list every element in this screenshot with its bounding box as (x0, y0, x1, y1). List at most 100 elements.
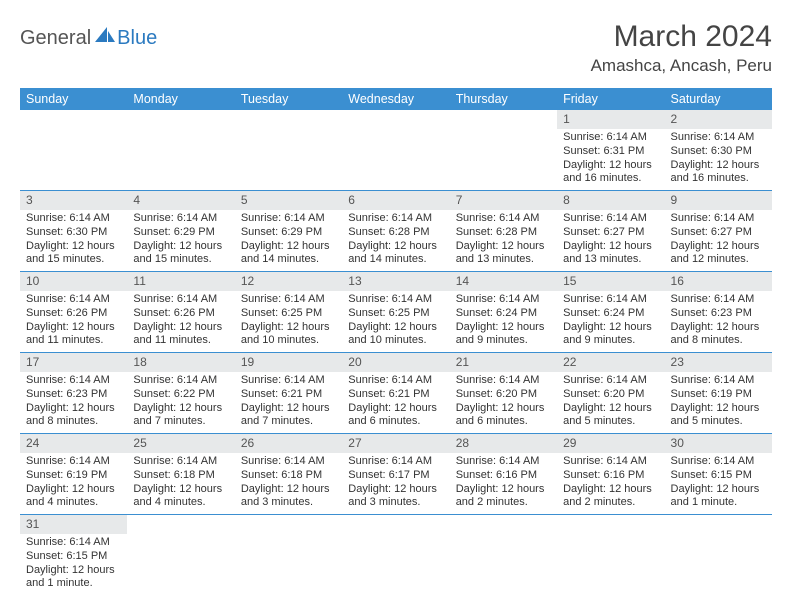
day-body: Sunrise: 6:14 AMSunset: 6:30 PMDaylight:… (20, 210, 127, 271)
sunset-text: Sunset: 6:28 PM (456, 226, 551, 240)
day-body: Sunrise: 6:14 AMSunset: 6:22 PMDaylight:… (127, 372, 234, 433)
daylight-text-2: and 16 minutes. (563, 172, 658, 186)
sunset-text: Sunset: 6:15 PM (671, 469, 766, 483)
daylight-text-2: and 15 minutes. (26, 253, 121, 267)
daylight-text-1: Daylight: 12 hours (241, 402, 336, 416)
sunset-text: Sunset: 6:20 PM (456, 388, 551, 402)
day-number: 7 (450, 191, 557, 210)
sunrise-text: Sunrise: 6:14 AM (348, 293, 443, 307)
day-body: Sunrise: 6:14 AMSunset: 6:19 PMDaylight:… (665, 372, 772, 433)
day-number: 19 (235, 353, 342, 372)
sunrise-text: Sunrise: 6:14 AM (671, 374, 766, 388)
daylight-text-1: Daylight: 12 hours (133, 240, 228, 254)
daylight-text-1: Daylight: 12 hours (26, 240, 121, 254)
calendar-day-cell: 3Sunrise: 6:14 AMSunset: 6:30 PMDaylight… (20, 191, 127, 272)
day-number: 1 (557, 110, 664, 129)
sunset-text: Sunset: 6:27 PM (671, 226, 766, 240)
day-body: Sunrise: 6:14 AMSunset: 6:16 PMDaylight:… (450, 453, 557, 514)
calendar-day-cell: 31Sunrise: 6:14 AMSunset: 6:15 PMDayligh… (20, 515, 127, 596)
daylight-text-1: Daylight: 12 hours (563, 321, 658, 335)
calendar-day-cell: 26Sunrise: 6:14 AMSunset: 6:18 PMDayligh… (235, 434, 342, 515)
day-body: Sunrise: 6:14 AMSunset: 6:21 PMDaylight:… (342, 372, 449, 433)
day-body: Sunrise: 6:14 AMSunset: 6:25 PMDaylight:… (342, 291, 449, 352)
day-number (342, 110, 449, 129)
day-body: Sunrise: 6:14 AMSunset: 6:18 PMDaylight:… (127, 453, 234, 514)
calendar-day-cell: 4Sunrise: 6:14 AMSunset: 6:29 PMDaylight… (127, 191, 234, 272)
sunset-text: Sunset: 6:29 PM (133, 226, 228, 240)
calendar-day-cell: 8Sunrise: 6:14 AMSunset: 6:27 PMDaylight… (557, 191, 664, 272)
calendar-day-cell: 24Sunrise: 6:14 AMSunset: 6:19 PMDayligh… (20, 434, 127, 515)
daylight-text-2: and 15 minutes. (133, 253, 228, 267)
daylight-text-1: Daylight: 12 hours (133, 483, 228, 497)
daylight-text-2: and 6 minutes. (348, 415, 443, 429)
calendar-week-row: 10Sunrise: 6:14 AMSunset: 6:26 PMDayligh… (20, 272, 772, 353)
calendar-day-cell: 18Sunrise: 6:14 AMSunset: 6:22 PMDayligh… (127, 353, 234, 434)
daylight-text-2: and 16 minutes. (671, 172, 766, 186)
sunrise-text: Sunrise: 6:14 AM (563, 455, 658, 469)
calendar-day-cell: 19Sunrise: 6:14 AMSunset: 6:21 PMDayligh… (235, 353, 342, 434)
day-number: 6 (342, 191, 449, 210)
sunrise-text: Sunrise: 6:14 AM (26, 374, 121, 388)
calendar-day-cell: 9Sunrise: 6:14 AMSunset: 6:27 PMDaylight… (665, 191, 772, 272)
sunrise-text: Sunrise: 6:14 AM (563, 293, 658, 307)
sunrise-text: Sunrise: 6:14 AM (241, 293, 336, 307)
day-body: Sunrise: 6:14 AMSunset: 6:15 PMDaylight:… (665, 453, 772, 514)
sunrise-text: Sunrise: 6:14 AM (563, 374, 658, 388)
day-body: Sunrise: 6:14 AMSunset: 6:29 PMDaylight:… (235, 210, 342, 271)
daylight-text-2: and 5 minutes. (563, 415, 658, 429)
calendar-day-cell: 14Sunrise: 6:14 AMSunset: 6:24 PMDayligh… (450, 272, 557, 353)
sunrise-text: Sunrise: 6:14 AM (671, 455, 766, 469)
day-number: 25 (127, 434, 234, 453)
day-body: Sunrise: 6:14 AMSunset: 6:19 PMDaylight:… (20, 453, 127, 514)
calendar-day-cell: 30Sunrise: 6:14 AMSunset: 6:15 PMDayligh… (665, 434, 772, 515)
sunrise-text: Sunrise: 6:14 AM (671, 212, 766, 226)
day-body: Sunrise: 6:14 AMSunset: 6:24 PMDaylight:… (450, 291, 557, 352)
day-number: 14 (450, 272, 557, 291)
calendar-day-cell (342, 515, 449, 596)
day-body: Sunrise: 6:14 AMSunset: 6:17 PMDaylight:… (342, 453, 449, 514)
daylight-text-1: Daylight: 12 hours (671, 321, 766, 335)
sunset-text: Sunset: 6:17 PM (348, 469, 443, 483)
sunrise-text: Sunrise: 6:14 AM (671, 131, 766, 145)
sunrise-text: Sunrise: 6:14 AM (456, 212, 551, 226)
day-number: 28 (450, 434, 557, 453)
sunrise-text: Sunrise: 6:14 AM (133, 455, 228, 469)
day-body: Sunrise: 6:14 AMSunset: 6:21 PMDaylight:… (235, 372, 342, 433)
daylight-text-2: and 14 minutes. (348, 253, 443, 267)
daylight-text-1: Daylight: 12 hours (133, 402, 228, 416)
daylight-text-2: and 6 minutes. (456, 415, 551, 429)
daylight-text-2: and 5 minutes. (671, 415, 766, 429)
calendar-day-cell (20, 110, 127, 191)
daylight-text-1: Daylight: 12 hours (671, 402, 766, 416)
day-number: 11 (127, 272, 234, 291)
daylight-text-1: Daylight: 12 hours (26, 321, 121, 335)
day-body: Sunrise: 6:14 AMSunset: 6:26 PMDaylight:… (127, 291, 234, 352)
location-text: Amashca, Ancash, Peru (591, 56, 772, 76)
daylight-text-1: Daylight: 12 hours (241, 321, 336, 335)
weekday-header: Thursday (450, 88, 557, 110)
calendar-day-cell: 29Sunrise: 6:14 AMSunset: 6:16 PMDayligh… (557, 434, 664, 515)
calendar-table: Sunday Monday Tuesday Wednesday Thursday… (20, 88, 772, 595)
day-body: Sunrise: 6:14 AMSunset: 6:28 PMDaylight:… (450, 210, 557, 271)
calendar-day-cell: 7Sunrise: 6:14 AMSunset: 6:28 PMDaylight… (450, 191, 557, 272)
sunrise-text: Sunrise: 6:14 AM (456, 455, 551, 469)
calendar-day-cell (665, 515, 772, 596)
calendar-week-row: 3Sunrise: 6:14 AMSunset: 6:30 PMDaylight… (20, 191, 772, 272)
day-body: Sunrise: 6:14 AMSunset: 6:28 PMDaylight:… (342, 210, 449, 271)
day-number: 16 (665, 272, 772, 291)
daylight-text-1: Daylight: 12 hours (563, 240, 658, 254)
day-number: 30 (665, 434, 772, 453)
day-number: 12 (235, 272, 342, 291)
day-number: 2 (665, 110, 772, 129)
sunset-text: Sunset: 6:26 PM (26, 307, 121, 321)
day-number: 13 (342, 272, 449, 291)
daylight-text-1: Daylight: 12 hours (563, 159, 658, 173)
daylight-text-2: and 8 minutes. (671, 334, 766, 348)
daylight-text-1: Daylight: 12 hours (133, 321, 228, 335)
daylight-text-1: Daylight: 12 hours (563, 402, 658, 416)
logo-text-1: General (20, 27, 91, 50)
sail-icon (94, 26, 116, 50)
sunset-text: Sunset: 6:31 PM (563, 145, 658, 159)
sunset-text: Sunset: 6:27 PM (563, 226, 658, 240)
daylight-text-2: and 2 minutes. (563, 496, 658, 510)
